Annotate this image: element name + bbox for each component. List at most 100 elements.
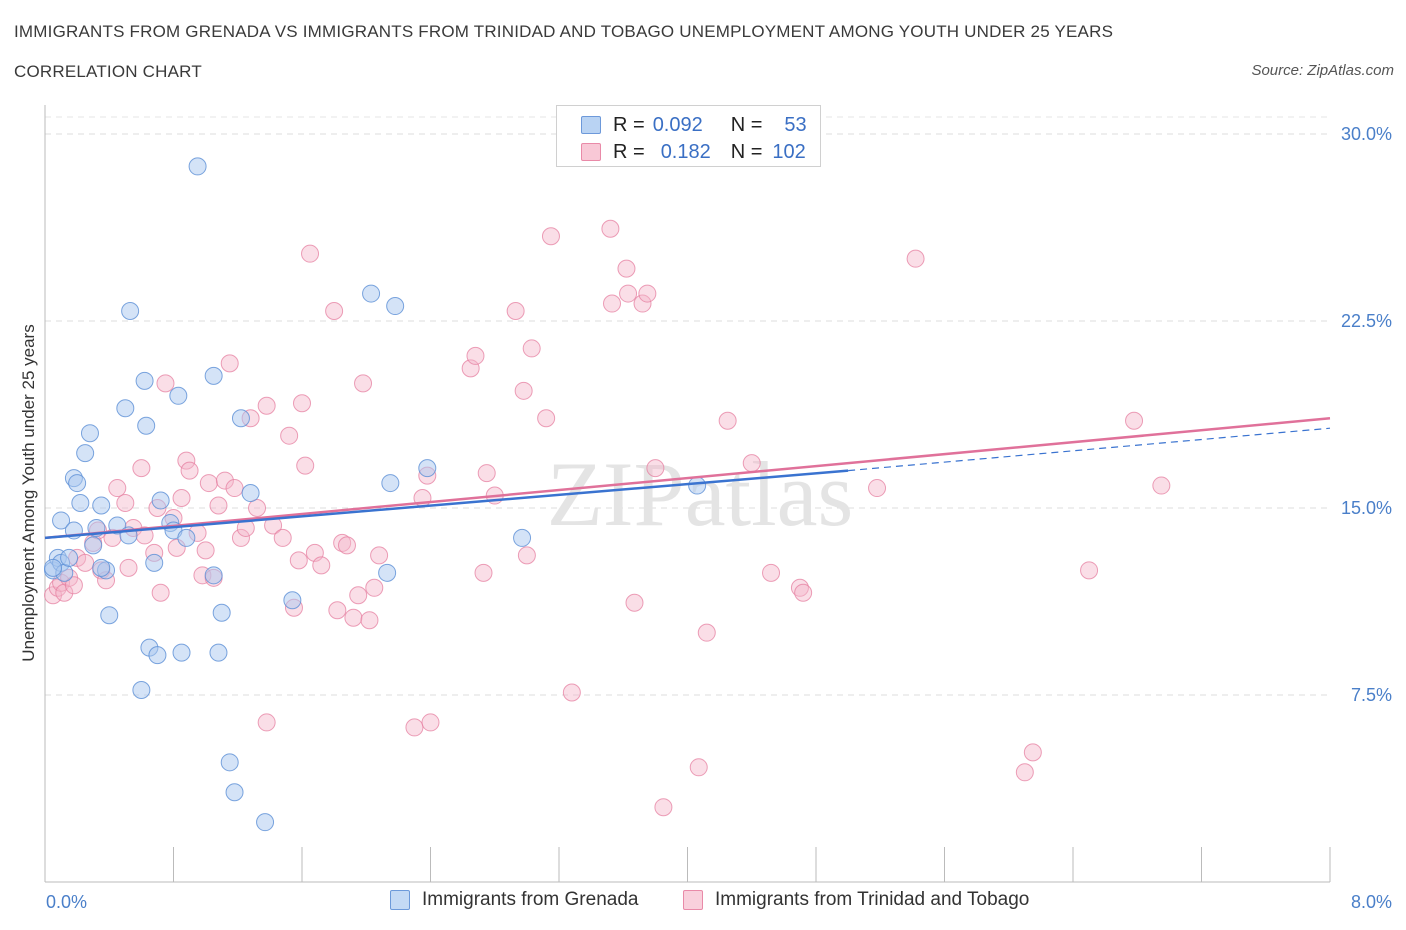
data-point-trinidad [790,578,809,597]
data-point-trinidad [64,576,83,595]
data-point-trinidad [601,219,620,238]
data-point-trinidad [603,294,622,313]
data-point-grenada [172,643,191,662]
data-point-trinidad [196,541,215,560]
data-point-trinidad [289,551,308,570]
data-point-grenada [68,474,87,493]
chart-title: IMMIGRANTS FROM GRENADA VS IMMIGRANTS FR… [14,22,1114,41]
y-tick-label: 22.5% [1341,311,1392,331]
data-point-grenada [92,496,111,515]
data-point-trinidad [108,479,127,498]
legend-swatch-blue [390,890,410,910]
data-point-trinidad [405,718,424,737]
legend-r-label: R = [613,113,645,136]
legend-row-trinidad: R = 0.182 N = 102 [581,140,806,164]
legend-swatch-blue [581,116,601,134]
correlation-legend: R = 0.092 N = 53 R = 0.182 N = 102 [556,105,821,167]
legend-n-value: 53 [784,113,807,136]
data-point-trinidad [742,454,761,473]
data-point-trinidad [646,459,665,478]
data-point-trinidad [541,227,560,246]
data-point-trinidad [638,284,657,303]
data-point-trinidad [718,411,737,430]
data-point-trinidad [1023,743,1042,762]
legend-r-label: R = [613,140,645,163]
data-point-grenada [381,474,400,493]
y-tick-label: 15.0% [1341,498,1392,518]
data-point-trinidad [474,563,493,582]
data-point-trinidad [172,489,191,508]
data-point-grenada [204,366,223,385]
data-point-trinidad [225,479,244,498]
data-point-trinidad [1080,561,1099,580]
data-point-trinidad [1152,476,1171,495]
data-point-grenada [225,783,244,802]
grid-lines [45,116,1330,696]
data-point-trinidad [301,244,320,263]
data-point-grenada [209,643,228,662]
trend-line-grenada-extension [848,427,1331,472]
legend-label: Immigrants from Grenada [422,889,639,910]
data-point-grenada [212,603,231,622]
data-point-grenada [135,371,154,390]
data-point-trinidad [689,758,708,777]
data-point-trinidad [365,578,384,597]
data-point-trinidad [257,396,276,415]
data-point-grenada [231,409,250,428]
data-point-trinidad [506,302,525,321]
legend-row-grenada: R = 0.092 N = 53 [581,113,807,137]
data-point-grenada [283,591,302,610]
data-point-trinidad [794,583,813,602]
data-point-grenada [220,753,239,772]
data-point-trinidad [257,713,276,732]
data-point-grenada [80,424,99,443]
source-label: Source: ZipAtlas.com [1251,62,1394,79]
data-point-trinidad [466,346,485,365]
data-point-trinidad [177,451,196,470]
data-point-trinidad [273,528,292,547]
data-point-trinidad [119,558,138,577]
legend-n-label: N = [730,113,763,136]
data-point-trinidad [231,528,250,547]
trend-lines [44,416,1331,540]
data-point-trinidad [209,496,228,515]
data-point-trinidad [562,683,581,702]
data-point-trinidad [328,601,347,620]
data-point-grenada [418,459,437,478]
data-point-trinidad [132,459,151,478]
data-point-grenada [84,536,103,555]
data-point-grenada [121,302,140,321]
legend-swatch-pink [683,890,703,910]
data-point-trinidad [370,546,389,565]
data-point-trinidad [654,798,673,817]
trend-line-grenada [44,469,849,540]
legend-r-value: 0.182 [660,140,711,163]
data-point-trinidad [344,608,363,627]
data-point-grenada [688,476,707,495]
data-point-grenada [151,491,170,510]
data-point-grenada [71,494,90,513]
y-axis-label: Unemployment Among Youth under 25 years [19,324,38,661]
data-point-trinidad [312,556,331,575]
data-point-trinidad [517,546,536,565]
data-point-grenada [52,511,71,530]
data-point-trinidad [617,259,636,278]
data-point-trinidad [337,536,356,555]
data-point-grenada [256,813,275,832]
data-point-trinidad [868,479,887,498]
data-point-trinidad [906,249,925,268]
data-point-trinidad [619,284,638,303]
x-tick-label: 0.0% [46,892,87,912]
data-point-trinidad [220,354,239,373]
data-point-trinidad [537,409,556,428]
data-point-trinidad [360,611,379,630]
data-point-trinidad [421,713,440,732]
axes [44,105,1331,883]
data-point-grenada [132,681,151,700]
data-point-grenada [177,528,196,547]
data-point-trinidad [477,464,496,483]
data-point-trinidad [76,553,95,572]
x-tick-label: 8.0% [1351,892,1392,912]
bottom-legend-trinidad: Immigrants from Trinidad and Tobago [683,889,1029,911]
